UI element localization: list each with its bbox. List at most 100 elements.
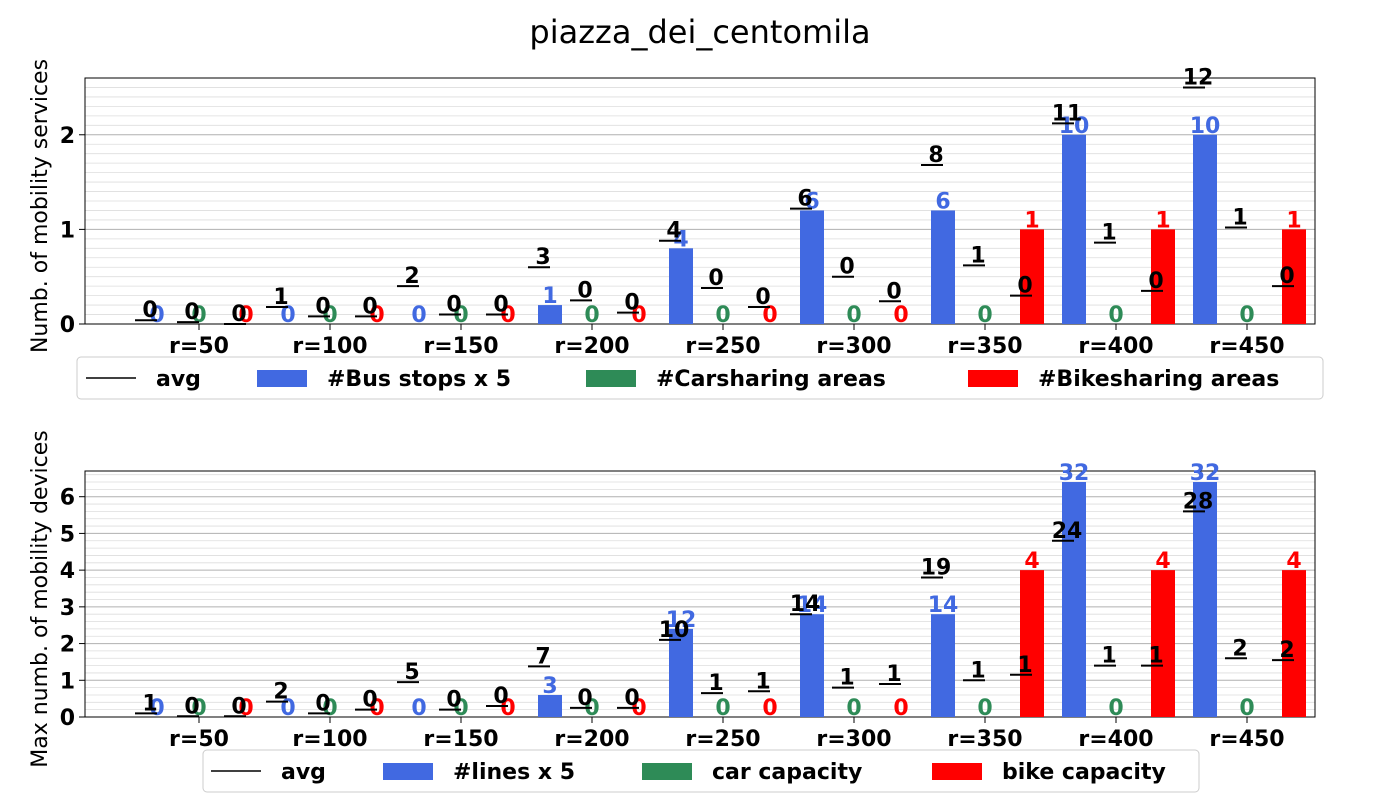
bar bbox=[931, 614, 955, 717]
avg-value-label: 2 bbox=[404, 264, 419, 289]
legend-swatch bbox=[383, 763, 433, 780]
avg-value-label: 4 bbox=[666, 219, 681, 244]
avg-value-label: 0 bbox=[1148, 269, 1163, 294]
bar-value-label: 14 bbox=[928, 593, 959, 618]
y-tick-label: 5 bbox=[60, 522, 75, 547]
bar-value-label: 1 bbox=[542, 284, 557, 309]
avg-value-label: 1 bbox=[273, 285, 288, 310]
x-tick-label: r=100 bbox=[292, 727, 367, 752]
avg-value-label: 24 bbox=[1052, 519, 1083, 544]
bar-value-label: 0 bbox=[453, 696, 468, 721]
bar-value-label: 6 bbox=[935, 189, 950, 214]
bar-value-label: 0 bbox=[762, 303, 777, 328]
x-tick-label: r=300 bbox=[816, 334, 891, 359]
x-tick-label: r=450 bbox=[1209, 334, 1284, 359]
x-tick-label: r=350 bbox=[947, 334, 1022, 359]
avg-value-label: 0 bbox=[755, 285, 770, 310]
bar-value-label: 0 bbox=[893, 303, 908, 328]
bar bbox=[1193, 482, 1217, 717]
bar-value-label: 0 bbox=[846, 696, 861, 721]
bar-value-label: 4 bbox=[1155, 549, 1170, 574]
avg-value-label: 0 bbox=[231, 302, 246, 327]
avg-value-label: 0 bbox=[577, 686, 592, 711]
avg-value-label: 0 bbox=[708, 266, 723, 291]
bar-value-label: 3 bbox=[542, 674, 557, 699]
bar-value-label: 1 bbox=[1286, 208, 1301, 233]
avg-value-label: 11 bbox=[1052, 101, 1083, 126]
avg-value-label: 0 bbox=[624, 686, 639, 711]
bar-value-label: 0 bbox=[280, 303, 295, 328]
avg-value-label: 2 bbox=[273, 680, 288, 705]
y-tick-label: 6 bbox=[60, 486, 75, 511]
avg-value-label: 0 bbox=[142, 298, 157, 323]
bar-value-label: 0 bbox=[1108, 303, 1123, 328]
y-axis-label: Max numb. of mobility devices bbox=[28, 430, 53, 768]
x-tick-label: r=50 bbox=[169, 727, 229, 752]
x-tick-label: r=200 bbox=[554, 727, 629, 752]
avg-value-label: 19 bbox=[921, 555, 952, 580]
bar bbox=[669, 628, 693, 717]
bar bbox=[669, 248, 693, 324]
y-tick-label: 2 bbox=[60, 124, 75, 149]
bar-value-label: 0 bbox=[846, 303, 861, 328]
avg-value-label: 2 bbox=[1232, 636, 1247, 661]
bar bbox=[1151, 229, 1175, 324]
bar-value-label: 1 bbox=[1155, 208, 1170, 233]
bar bbox=[1193, 134, 1217, 324]
bar-value-label: 0 bbox=[411, 303, 426, 328]
avg-value-label: 14 bbox=[790, 592, 821, 617]
x-tick-label: r=450 bbox=[1209, 727, 1284, 752]
bar bbox=[1282, 229, 1306, 324]
avg-value-label: 0 bbox=[362, 294, 377, 319]
bar-value-label: 0 bbox=[322, 696, 337, 721]
avg-value-label: 1 bbox=[142, 691, 157, 716]
x-tick-label: r=350 bbox=[947, 727, 1022, 752]
bar-value-label: 0 bbox=[1108, 696, 1123, 721]
x-tick-label: r=300 bbox=[816, 727, 891, 752]
bar-value-label: 0 bbox=[977, 696, 992, 721]
y-tick-label: 0 bbox=[60, 313, 75, 338]
legend: avg #lines x 5 car capacity bike capacity bbox=[202, 749, 1200, 793]
bar bbox=[931, 210, 955, 324]
legend-label: #lines x 5 bbox=[453, 760, 575, 785]
avg-value-label: 1 bbox=[1232, 205, 1247, 230]
bar bbox=[1062, 482, 1086, 717]
bar bbox=[800, 614, 824, 717]
legend-label: car capacity bbox=[712, 760, 862, 785]
x-tick-label: r=250 bbox=[685, 727, 760, 752]
avg-value-label: 2 bbox=[1279, 638, 1294, 663]
avg-value-label: 0 bbox=[446, 688, 461, 713]
avg-value-label: 1 bbox=[708, 671, 723, 696]
legend-swatch bbox=[257, 370, 307, 387]
legend: avg #Bus stops x 5 #Carsharing areas #Bikes… bbox=[76, 356, 1324, 400]
avg-value-label: 10 bbox=[659, 618, 690, 643]
chart-panel-2: 0 1 2 3 4 5 6 Max numb. of mobility devices r=50… bbox=[28, 430, 1316, 793]
bar-value-label: 4 bbox=[1024, 549, 1039, 574]
avg-value-label: 1 bbox=[1148, 644, 1163, 669]
x-tick-label: r=100 bbox=[292, 334, 367, 359]
y-tick-label: 0 bbox=[60, 706, 75, 731]
avg-value-label: 0 bbox=[446, 293, 461, 318]
bar bbox=[800, 210, 824, 324]
legend-label: avg bbox=[156, 367, 201, 392]
bar-value-label: 32 bbox=[1190, 461, 1221, 486]
bar-value-label: 4 bbox=[1286, 549, 1301, 574]
bar bbox=[1062, 134, 1086, 324]
x-tick-label: r=150 bbox=[423, 334, 498, 359]
legend-frame bbox=[202, 749, 1200, 793]
avg-value-label: 1 bbox=[755, 669, 770, 694]
bar bbox=[1020, 229, 1044, 324]
avg-value-label: 0 bbox=[577, 278, 592, 303]
bar-value-label: 0 bbox=[1239, 303, 1254, 328]
legend-frame bbox=[76, 356, 1324, 400]
avg-value-label: 1 bbox=[970, 658, 985, 683]
legend-label: avg bbox=[281, 760, 326, 785]
y-tick-label: 2 bbox=[60, 633, 75, 658]
avg-value-label: 6 bbox=[797, 187, 812, 212]
avg-value-label: 0 bbox=[1279, 264, 1294, 289]
x-tick-label: r=400 bbox=[1078, 334, 1153, 359]
bar bbox=[538, 694, 562, 717]
legend-swatch bbox=[968, 370, 1018, 387]
bar bbox=[1151, 570, 1175, 717]
